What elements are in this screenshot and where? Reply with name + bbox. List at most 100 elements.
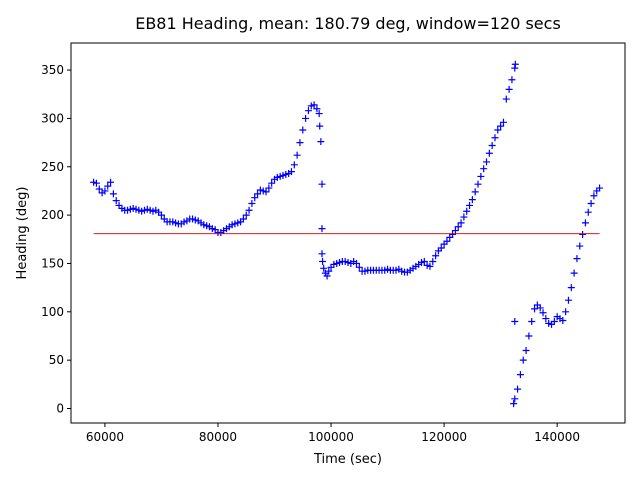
heading-point — [315, 110, 323, 118]
heading-point — [474, 180, 482, 188]
heading-point — [248, 200, 256, 208]
heading-point — [454, 223, 462, 231]
heading-point — [429, 258, 437, 266]
heading-point — [443, 237, 451, 245]
heading-point — [502, 95, 510, 103]
heading-point — [491, 134, 499, 142]
heading-point — [355, 263, 363, 271]
heading-point — [514, 385, 522, 393]
heading-point — [101, 187, 109, 195]
x-tick-label: 80000 — [199, 430, 237, 444]
y-axis: 0 50 100 150 200 250 300 350 — [41, 63, 71, 415]
heading-point — [562, 308, 570, 316]
heading-point — [477, 172, 485, 180]
heading-point — [310, 101, 318, 109]
heading-point — [318, 225, 326, 233]
heading-point — [299, 126, 307, 134]
heading-point — [318, 180, 326, 188]
heading-point — [497, 122, 505, 130]
heading-point — [573, 255, 581, 263]
heading-point — [494, 126, 502, 134]
heading-point — [287, 168, 295, 176]
heading-point — [319, 258, 327, 266]
heading-point — [254, 190, 262, 198]
heading-point — [313, 105, 321, 113]
x-tick-label: 120000 — [421, 430, 467, 444]
heading-point — [542, 315, 550, 323]
heading-point — [268, 179, 276, 187]
x-axis-label: Time (sec) — [313, 452, 382, 467]
heading-point — [590, 192, 598, 200]
heading-point — [505, 85, 513, 93]
heading-point — [293, 151, 301, 159]
chart-title: EB81 Heading, mean: 180.79 deg, window=1… — [135, 14, 561, 33]
heading-point — [522, 346, 530, 354]
heading-point — [460, 213, 468, 221]
heading-point — [352, 259, 360, 267]
y-tick-label: 150 — [41, 256, 64, 270]
heading-point — [104, 182, 112, 190]
heading-point — [107, 178, 115, 186]
heading-point — [516, 371, 524, 379]
heading-point — [587, 200, 595, 208]
heading-point — [581, 219, 589, 227]
heading-point — [109, 190, 117, 198]
x-tick-label: 140000 — [534, 430, 580, 444]
heading-point — [511, 395, 519, 403]
heading-point — [579, 230, 587, 238]
heading-point — [531, 305, 539, 313]
heading-point — [471, 188, 479, 196]
heading-point — [488, 141, 496, 149]
heading-point — [251, 194, 259, 202]
heading-point — [468, 196, 476, 204]
heading-point — [570, 269, 578, 277]
heading-point — [511, 60, 519, 68]
x-axis: 60000 80000 100000 120000 140000 — [86, 423, 580, 444]
heading-point — [466, 201, 474, 209]
y-tick-label: 300 — [41, 111, 64, 125]
heading-point — [519, 356, 527, 364]
heading-point — [317, 138, 325, 146]
x-tick-label: 100000 — [308, 430, 354, 444]
y-tick-label: 200 — [41, 208, 64, 222]
heading-point — [483, 158, 490, 166]
heading-point — [576, 242, 584, 250]
heading-point — [432, 252, 440, 260]
heading-point — [449, 230, 457, 238]
heading-point — [508, 76, 516, 84]
heading-point — [528, 317, 536, 325]
heading-point — [457, 219, 465, 227]
heading-point — [564, 296, 572, 304]
y-tick-label: 50 — [49, 353, 64, 367]
y-tick-label: 0 — [56, 401, 64, 415]
axes-frame — [70, 42, 626, 424]
heading-point — [323, 272, 331, 280]
heading-point — [302, 114, 310, 122]
heading-point — [304, 107, 312, 115]
heading-point — [157, 211, 165, 219]
y-tick-label: 100 — [41, 305, 64, 319]
heading-point — [451, 227, 459, 235]
heading-point — [316, 122, 324, 130]
heading-point — [290, 161, 298, 169]
heading-point — [112, 197, 120, 205]
heading-point — [92, 179, 100, 187]
heading-point — [525, 332, 533, 340]
heading-point — [511, 317, 519, 325]
heading-point — [296, 139, 304, 147]
heading-point — [420, 258, 428, 266]
heading-point — [499, 118, 507, 126]
heading-point — [485, 149, 493, 157]
heading-point — [320, 264, 328, 272]
heading-point — [318, 250, 326, 258]
heading-point — [536, 304, 544, 312]
heading-point — [262, 188, 270, 196]
heading-point — [510, 400, 518, 408]
heading-point — [584, 208, 592, 216]
heading-point — [559, 317, 567, 325]
heading-point — [596, 184, 604, 192]
heading-point — [245, 206, 253, 214]
y-tick-label: 250 — [41, 160, 64, 174]
